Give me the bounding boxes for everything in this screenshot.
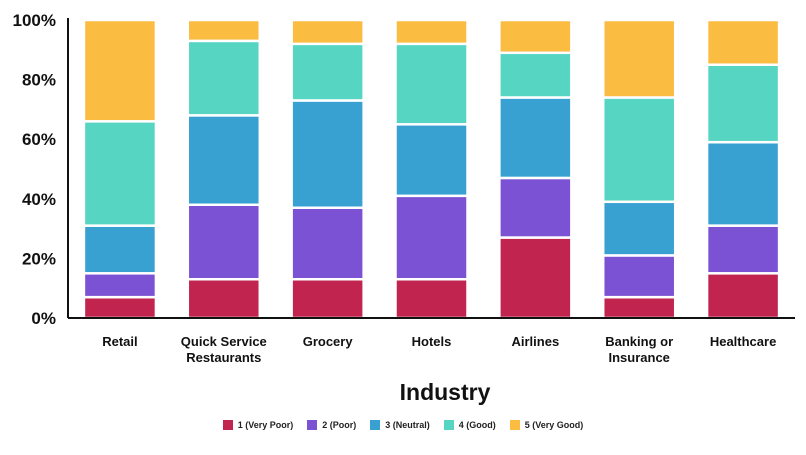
bar-segment	[498, 96, 573, 180]
bar-segment	[498, 236, 573, 320]
x-axis-categories: Retail Quick Service Restaurants Grocery Hot…	[102, 334, 776, 365]
x-tick-label: Banking or Insurance	[605, 334, 673, 365]
x-tick-label: Quick Service Restaurants	[181, 334, 267, 365]
bar-segment	[705, 140, 781, 227]
bar-segment	[82, 18, 158, 123]
bar-segment	[705, 224, 781, 275]
x-tick-label: Grocery	[303, 334, 354, 349]
legend-swatch	[222, 420, 233, 430]
legend-label: 4 (Good)	[458, 420, 496, 430]
bar-segment	[601, 96, 677, 204]
bar-segment	[82, 224, 158, 275]
legend-item: 3 (Neutral)	[370, 420, 430, 430]
bar-segment	[601, 254, 677, 299]
bar-segment	[290, 206, 365, 281]
bar-segment	[290, 99, 365, 209]
bar-segment	[498, 176, 573, 239]
bar-segment	[705, 272, 781, 320]
bar-segment	[601, 18, 677, 99]
legend-item: 2 (Poor)	[307, 420, 356, 430]
bar-segment	[82, 120, 158, 227]
bar-segment	[394, 194, 469, 281]
bar-segment	[394, 18, 469, 46]
legend: 1 (Very Poor) 2 (Poor) 3 (Neutral) 4 (Good)…	[0, 420, 806, 430]
bar-segment	[186, 114, 262, 207]
y-tick-label: 0%	[31, 309, 56, 328]
legend-label: 1 (Very Poor)	[237, 420, 294, 430]
bar-segment	[601, 200, 677, 257]
legend-label: 3 (Neutral)	[385, 420, 430, 430]
y-tick-label: 100%	[13, 11, 56, 30]
legend-swatch	[509, 420, 520, 430]
bar-segment	[705, 63, 781, 144]
bar-segment	[290, 42, 365, 102]
bar-segment	[82, 272, 158, 299]
bar-segment	[186, 203, 262, 281]
bar-segment	[186, 278, 262, 320]
y-tick-label: 20%	[22, 249, 56, 268]
legend-swatch	[443, 420, 454, 430]
x-tick-label: Hotels	[412, 334, 452, 349]
y-tick-label: 60%	[22, 130, 56, 149]
x-axis-title: Industry	[400, 379, 491, 405]
bar-segment	[290, 278, 365, 320]
bars	[82, 18, 781, 320]
y-axis-ticks: 0% 20% 40% 60% 80% 100%	[13, 11, 56, 328]
legend-label: 2 (Poor)	[322, 420, 357, 430]
legend-item: 1 (Very Poor)	[222, 420, 294, 430]
bar-segment	[394, 278, 469, 320]
legend-label: 5 (Very Good)	[524, 420, 584, 430]
bar-segment	[394, 123, 469, 198]
bar-segment	[394, 42, 469, 126]
bar-segment	[186, 18, 262, 43]
axes	[67, 18, 795, 319]
x-tick-label: Retail	[102, 334, 137, 349]
legend-item: 4 (Good)	[443, 420, 496, 430]
bar-segment	[82, 295, 158, 320]
bar-segment	[186, 39, 262, 117]
bar-segment	[601, 295, 677, 320]
x-tick-label: Airlines	[512, 334, 560, 349]
legend-swatch	[370, 420, 381, 430]
legend-swatch	[307, 420, 318, 430]
legend-item: 5 (Very Good)	[509, 420, 584, 430]
bar-segment	[498, 18, 573, 55]
y-tick-label: 40%	[22, 190, 56, 209]
bar-segment	[290, 18, 365, 46]
bar-segment	[498, 51, 573, 99]
bar-segment	[705, 18, 781, 66]
x-tick-label: Healthcare	[710, 334, 776, 349]
y-tick-label: 80%	[22, 71, 56, 90]
